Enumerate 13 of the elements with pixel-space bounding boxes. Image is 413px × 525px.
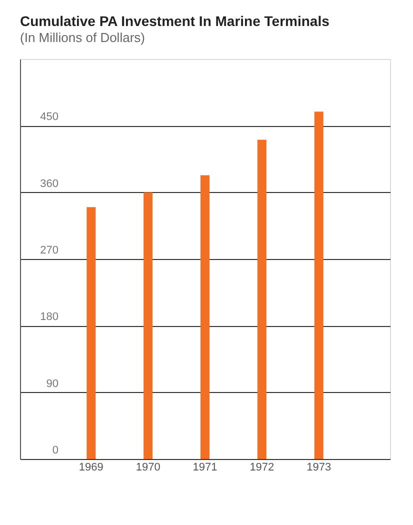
- x-tick-label: 1969: [78, 462, 104, 474]
- x-tick-label: 1971: [192, 462, 218, 474]
- chart-subtitle: (In Millions of Dollars): [20, 30, 145, 45]
- y-tick-label: 270: [40, 244, 58, 256]
- chart-title: Cumulative PA Investment In Marine Terminals: [20, 13, 330, 29]
- y-tick-label: 0: [52, 444, 58, 456]
- y-tick-label: 180: [40, 311, 58, 324]
- x-tick-label: 1970: [136, 462, 160, 474]
- x-tick-label: 1972: [250, 462, 274, 474]
- y-tick-label: 90: [46, 378, 58, 390]
- y-tick-label: 360: [40, 178, 58, 190]
- x-tick-label: 1973: [306, 462, 332, 474]
- y-tick-label: 450: [40, 111, 58, 124]
